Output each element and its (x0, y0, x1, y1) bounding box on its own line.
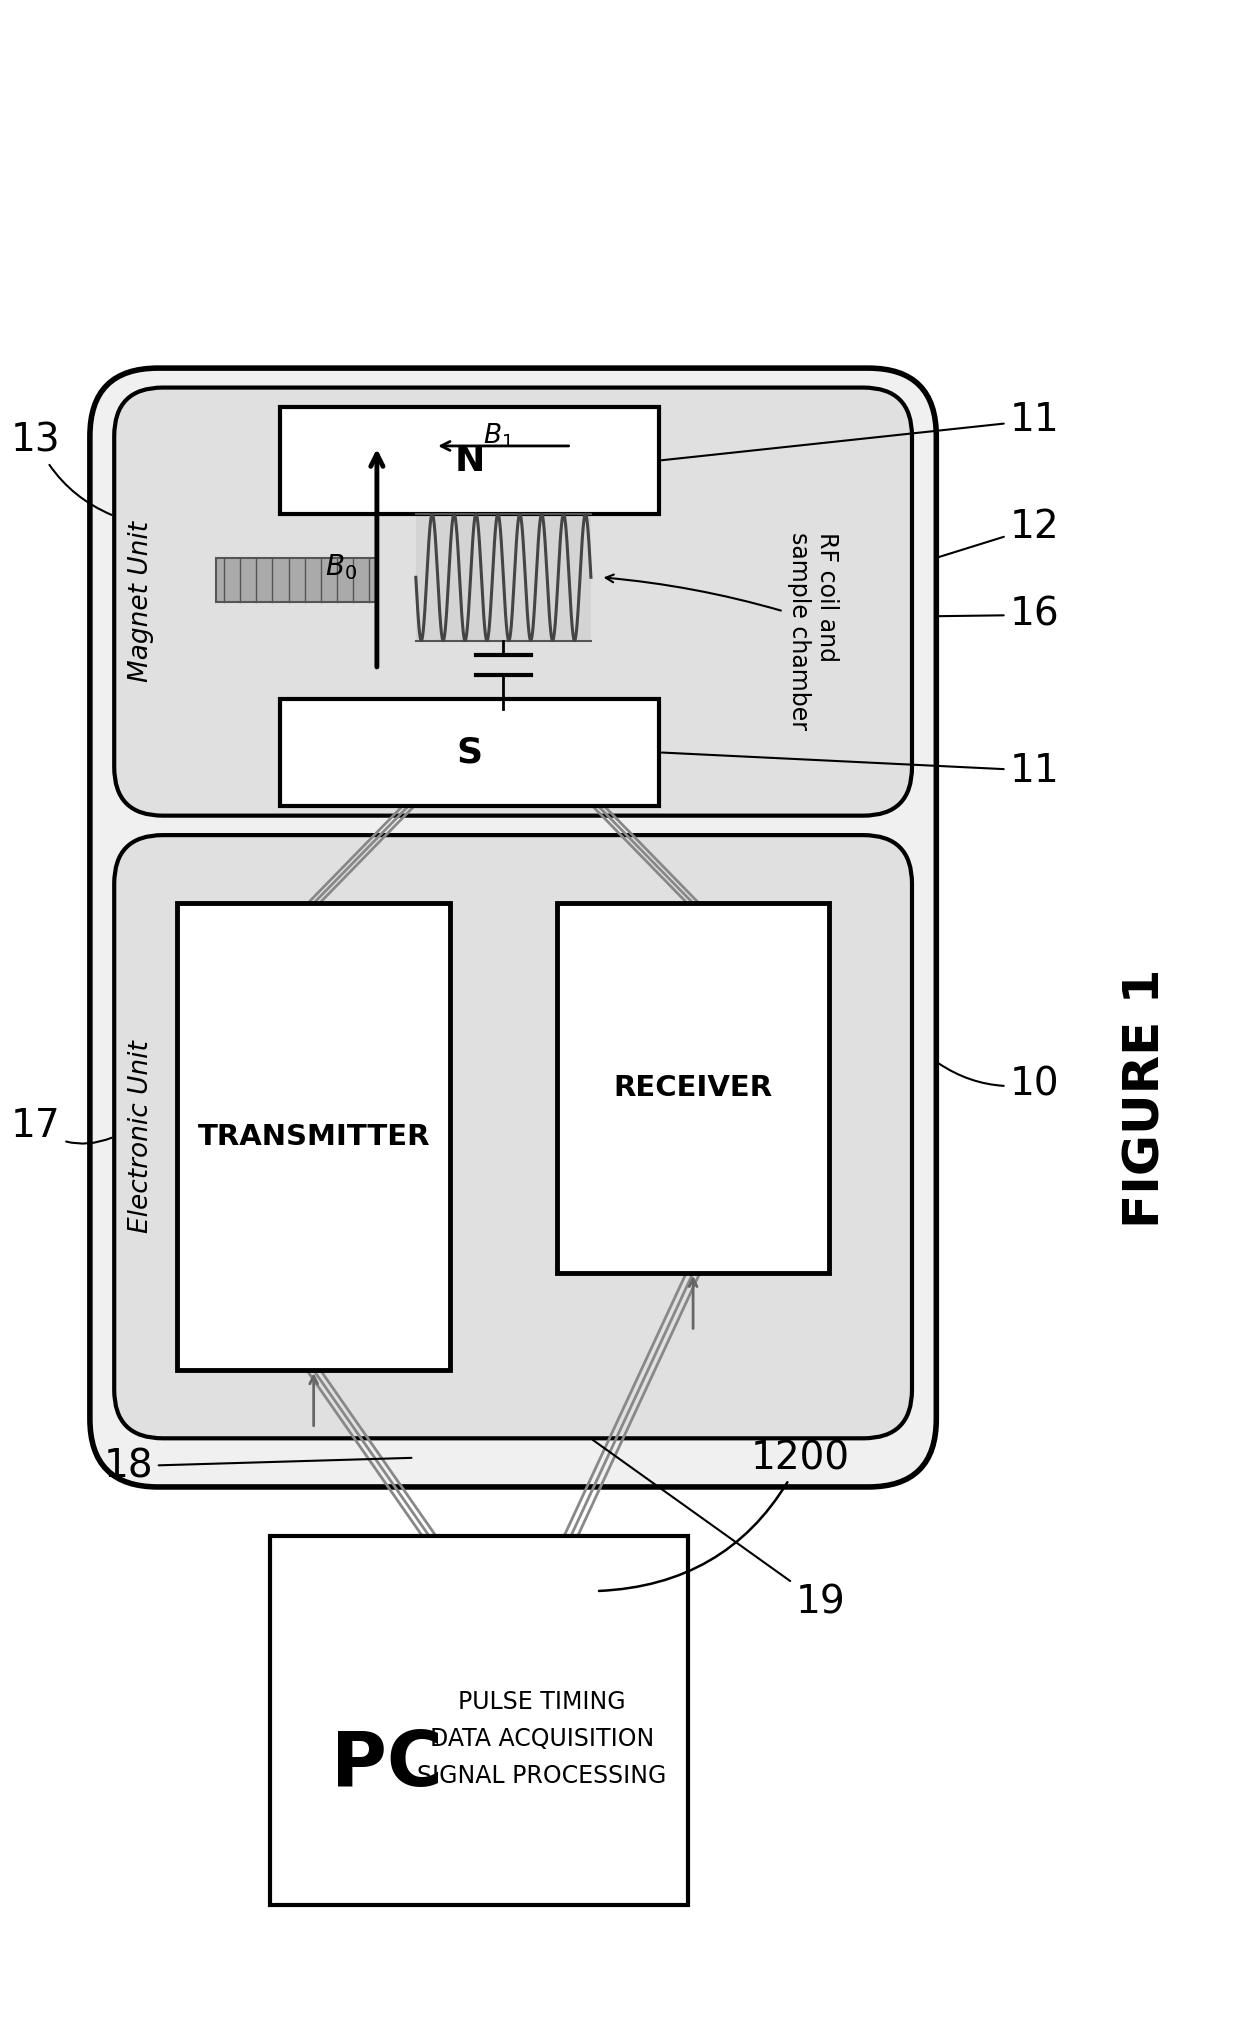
Text: TRANSMITTER: TRANSMITTER (197, 1122, 430, 1151)
Bar (279, 407, 658, 513)
Text: 16: 16 (939, 597, 1059, 634)
Bar (279, 699, 658, 807)
Text: 13: 13 (11, 422, 112, 515)
Text: $B_1$: $B_1$ (484, 422, 513, 450)
Text: 18: 18 (103, 1446, 412, 1485)
Text: 11: 11 (662, 401, 1059, 460)
Text: 10: 10 (939, 1063, 1059, 1104)
Text: Electronic Unit: Electronic Unit (129, 1041, 155, 1232)
Text: 19: 19 (593, 1440, 844, 1621)
Text: S: S (456, 735, 482, 770)
Text: $B_0$: $B_0$ (325, 552, 357, 583)
Bar (415, 513, 591, 640)
Bar (177, 902, 450, 1371)
Text: FIGURE 1: FIGURE 1 (1121, 968, 1169, 1228)
Bar (557, 902, 830, 1273)
Bar (270, 1536, 688, 1905)
Text: PULSE TIMING
DATA ACQUISITION
SIGNAL PROCESSING: PULSE TIMING DATA ACQUISITION SIGNAL PRO… (417, 1689, 666, 1788)
FancyBboxPatch shape (114, 835, 911, 1438)
Text: Magnet Unit: Magnet Unit (129, 521, 155, 682)
Text: 17: 17 (11, 1106, 112, 1145)
FancyBboxPatch shape (114, 387, 911, 815)
Text: N: N (454, 444, 485, 477)
Text: RF coil and
sample chamber: RF coil and sample chamber (787, 532, 839, 729)
Text: RECEIVER: RECEIVER (614, 1073, 773, 1102)
Text: 12: 12 (939, 509, 1059, 556)
Text: 11: 11 (662, 752, 1059, 790)
Text: PC: PC (331, 1727, 443, 1803)
FancyBboxPatch shape (89, 369, 936, 1487)
Bar (216, 558, 377, 601)
Text: 1200: 1200 (599, 1438, 851, 1591)
